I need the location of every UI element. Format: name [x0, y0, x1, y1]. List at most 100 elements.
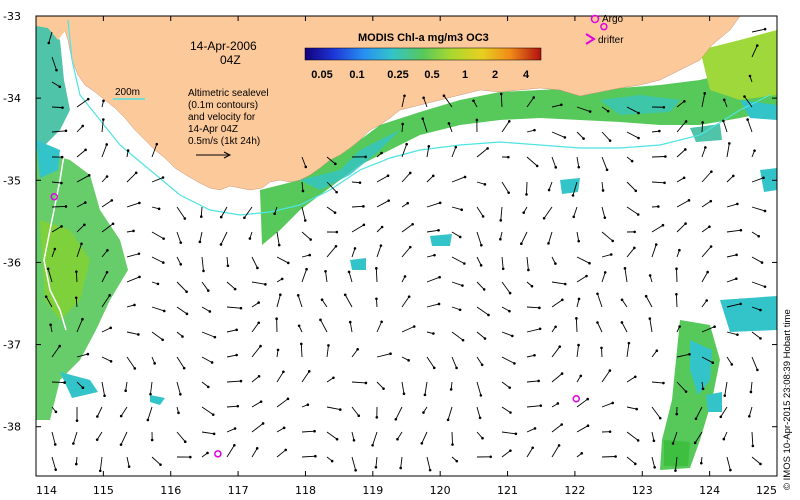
colorbar-tick-label: 1: [462, 69, 468, 81]
velocity-arrow-head: [736, 333, 739, 336]
velocity-arrow-head: [580, 451, 584, 455]
velocity-arrow: [601, 206, 606, 218]
velocity-arrow: [76, 174, 90, 183]
velocity-arrow: [501, 181, 510, 193]
velocity-arrow-head: [380, 320, 383, 324]
velocity-arrow-head: [633, 462, 637, 466]
velocity-arrow: [376, 381, 384, 389]
velocity-arrow-head: [119, 443, 123, 446]
velocity-arrow-head: [155, 142, 159, 146]
velocity-arrow: [201, 256, 204, 271]
landmass: [59, 16, 741, 191]
velocity-arrow: [120, 431, 128, 445]
velocity-arrow: [401, 381, 405, 394]
velocity-arrow-head: [481, 436, 484, 440]
velocity-arrow: [101, 327, 111, 333]
velocity-arrow-head: [722, 437, 726, 441]
velocity-arrow: [48, 31, 53, 44]
velocity-arrow-head: [126, 149, 130, 152]
velocity-arrow: [376, 245, 382, 258]
velocity-arrow-head: [219, 243, 223, 246]
velocity-arrow: [426, 276, 440, 283]
lat-tick-label: -38: [3, 421, 21, 434]
velocity-arrow: [676, 353, 690, 358]
velocity-arrow-head: [608, 430, 612, 433]
velocity-arrow-head: [620, 321, 624, 324]
lon-tick-label: 123: [632, 484, 653, 497]
velocity-arrow-head: [138, 275, 141, 279]
velocity-arrow-head: [508, 291, 512, 295]
velocity-arrow: [421, 431, 428, 444]
velocity-arrow-head: [527, 268, 530, 272]
velocity-arrow-head: [54, 468, 58, 471]
velocity-arrow-head: [132, 229, 135, 233]
velocity-arrow-head: [678, 325, 681, 328]
velocity-arrow: [676, 177, 685, 183]
velocity-arrow-head: [683, 99, 686, 103]
velocity-arrow: [351, 181, 361, 184]
velocity-arrow-head: [588, 110, 592, 113]
lon-tick-label: 118: [295, 484, 316, 497]
velocity-arrow: [251, 322, 260, 333]
velocity-arrow: [401, 144, 408, 158]
velocity-arrow: [576, 131, 584, 139]
velocity-arrow-head: [233, 443, 236, 447]
velocity-arrow-head: [403, 94, 406, 98]
velocity-arrow-head: [600, 346, 603, 350]
velocity-arrow: [750, 381, 753, 393]
isobath-200m-line: [67, 19, 771, 216]
velocity-arrow: [176, 231, 182, 243]
velocity-arrow: [226, 405, 238, 408]
velocity-arrow: [424, 381, 428, 395]
velocity-arrow-head: [58, 344, 61, 348]
velocity-arrow: [626, 456, 636, 465]
velocity-arrow-head: [248, 237, 252, 240]
velocity-arrow-head: [179, 392, 182, 396]
velocity-arrow: [501, 356, 515, 364]
velocity-arrow-head: [693, 441, 697, 445]
velocity-arrow: [526, 380, 539, 383]
velocity-arrow: [151, 256, 164, 264]
velocity-arrow-head: [533, 427, 537, 430]
velocity-arrow: [176, 281, 187, 293]
velocity-arrow-head: [447, 122, 451, 125]
velocity-arrow-head: [563, 136, 567, 139]
velocity-arrow: [751, 28, 766, 33]
velocity-arrow: [501, 450, 511, 458]
velocity-arrow-head: [586, 397, 589, 401]
velocity-arrow-head: [554, 262, 557, 265]
velocity-arrow-head: [479, 264, 483, 267]
velocity-arrow: [501, 431, 516, 435]
velocity-arrow-head: [53, 443, 57, 446]
velocity-arrow-head: [763, 209, 767, 213]
velocity-arrow: [576, 275, 587, 283]
velocity-arrow-head: [102, 118, 105, 121]
velocity-arrow-head: [239, 306, 243, 310]
velocity-arrow: [576, 156, 580, 168]
velocity-arrow-head: [273, 212, 276, 216]
velocity-arrow: [226, 281, 236, 290]
velocity-arrow-head: [280, 277, 284, 281]
velocity-arrow: [376, 321, 383, 333]
velocity-arrow-head: [63, 381, 66, 384]
velocity-arrow-head: [75, 270, 78, 273]
lon-tick-label: 125: [756, 484, 777, 497]
velocity-arrow: [226, 445, 235, 458]
velocity-arrow: [626, 106, 639, 114]
velocity-arrow: [351, 205, 364, 208]
velocity-arrow: [751, 356, 758, 371]
velocity-arrow-head: [547, 242, 550, 245]
velocity-arrow: [75, 271, 78, 283]
velocity-arrow-head: [183, 217, 187, 220]
velocity-arrow-head: [633, 246, 636, 250]
velocity-arrow: [51, 106, 63, 109]
velocity-arrow: [751, 206, 766, 212]
velocity-arrow: [626, 131, 639, 139]
velocity-arrow-head: [648, 274, 652, 277]
velocity-arrow-head: [161, 338, 164, 342]
velocity-arrow-head: [380, 225, 384, 229]
velocity-arrow-head: [499, 92, 503, 96]
velocity-arrow: [751, 281, 766, 288]
velocity-arrow-head: [335, 437, 339, 441]
velocity-arrow: [76, 125, 84, 133]
